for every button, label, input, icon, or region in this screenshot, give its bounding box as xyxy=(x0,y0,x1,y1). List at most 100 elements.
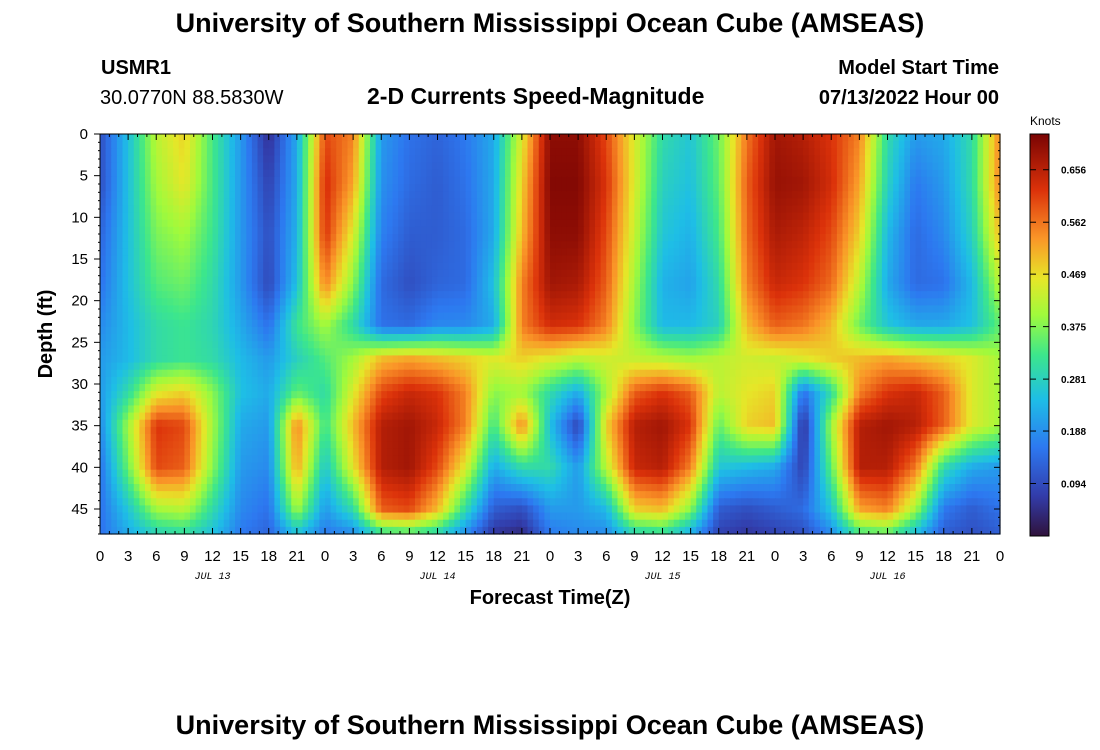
heatmap-cell xyxy=(521,148,529,157)
heatmap-cell xyxy=(668,169,675,178)
heatmap-cell xyxy=(971,276,979,285)
heatmap-cell xyxy=(763,134,770,142)
heatmap-cell xyxy=(994,169,1001,178)
heatmap-cell xyxy=(116,262,124,271)
heatmap-cell xyxy=(910,212,917,221)
heatmap-cell xyxy=(853,291,860,299)
heatmap-cell xyxy=(820,334,827,342)
heatmap-cell xyxy=(398,191,405,199)
heatmap-cell xyxy=(527,191,534,199)
heatmap-cell xyxy=(589,176,596,185)
heatmap-cell xyxy=(398,226,405,235)
heatmap-cell xyxy=(623,176,630,185)
heatmap-cell xyxy=(870,198,877,207)
heatmap-cell xyxy=(724,284,731,292)
heatmap-cell xyxy=(966,184,973,192)
heatmap-cell xyxy=(128,241,135,249)
heatmap-cell xyxy=(926,298,934,307)
heatmap-cell xyxy=(370,334,377,342)
heatmap-cell xyxy=(375,219,382,228)
heatmap-cell xyxy=(206,348,214,357)
heatmap-cell xyxy=(876,248,883,257)
heatmap-cell xyxy=(791,341,799,349)
heatmap-cell xyxy=(713,191,720,199)
heatmap-cell xyxy=(724,276,731,285)
heatmap-cell xyxy=(865,305,872,314)
heatmap-cell xyxy=(628,205,635,214)
heatmap-cell xyxy=(566,219,574,228)
heatmap-cell xyxy=(910,276,917,285)
heatmap-cell xyxy=(786,212,793,221)
heatmap-cell xyxy=(707,212,714,221)
heatmap-cell xyxy=(263,305,270,314)
heatmap-cell xyxy=(803,255,810,264)
heatmap-cell xyxy=(392,348,399,357)
heatmap-cell xyxy=(803,348,810,357)
heatmap-cell xyxy=(510,184,517,192)
heatmap-cell xyxy=(341,341,349,349)
heatmap-cell xyxy=(583,155,590,164)
heatmap-cell xyxy=(133,348,140,357)
heatmap-cell xyxy=(291,226,298,235)
heatmap-cell xyxy=(341,319,349,328)
heatmap-cell xyxy=(538,276,545,285)
heatmap-cell xyxy=(510,234,517,242)
heatmap-cell xyxy=(550,176,557,185)
heatmap-cell xyxy=(229,334,236,342)
heatmap-cell xyxy=(645,348,652,357)
heatmap-cell xyxy=(741,162,748,171)
heatmap-cell xyxy=(668,155,675,164)
heatmap-cell xyxy=(291,341,298,349)
heatmap-cell xyxy=(313,312,320,321)
heatmap-cell xyxy=(240,234,247,242)
heatmap-cell xyxy=(915,219,922,228)
heatmap-cell xyxy=(572,276,579,285)
heatmap-cell xyxy=(280,348,287,357)
heatmap-cell xyxy=(190,191,197,199)
heatmap-cell xyxy=(544,298,551,307)
heatmap-cell xyxy=(409,341,416,349)
heatmap-cell xyxy=(336,205,343,214)
heatmap-cell xyxy=(173,205,180,214)
heatmap-cell xyxy=(589,155,596,164)
heatmap-cell xyxy=(471,269,478,278)
heatmap-cell xyxy=(949,319,956,328)
heatmap-cell xyxy=(246,234,253,242)
heatmap-cell xyxy=(836,241,844,249)
heatmap-cell xyxy=(628,262,635,271)
heatmap-cell xyxy=(218,262,225,271)
heatmap-cell xyxy=(184,148,191,157)
heatmap-cell xyxy=(454,205,461,214)
heatmap-cell xyxy=(859,219,866,228)
heatmap-cell xyxy=(274,262,281,271)
heatmap-cell xyxy=(713,141,720,149)
heatmap-cell xyxy=(566,319,574,328)
heatmap-cell xyxy=(685,176,692,185)
heatmap-cell xyxy=(600,334,607,342)
heatmap-cell xyxy=(634,305,641,314)
heatmap-cell xyxy=(488,155,495,164)
heatmap-cell xyxy=(780,269,787,278)
heatmap-cell xyxy=(190,226,197,235)
heatmap-cell xyxy=(325,291,332,299)
heatmap-cell xyxy=(589,262,596,271)
heatmap-cell xyxy=(673,255,680,264)
heatmap-cell xyxy=(178,305,185,314)
heatmap-cell xyxy=(448,348,455,357)
heatmap-cell xyxy=(881,326,889,335)
heatmap-cell xyxy=(476,334,484,342)
heatmap-cell xyxy=(983,348,990,357)
heatmap-cell xyxy=(510,291,517,299)
heatmap-cell xyxy=(640,255,647,264)
heatmap-cell xyxy=(398,169,405,178)
heatmap-cell xyxy=(955,255,962,264)
heatmap-cell xyxy=(910,248,917,257)
heatmap-cell xyxy=(848,184,855,192)
heatmap-cell xyxy=(842,284,849,292)
heatmap-cell xyxy=(977,219,984,228)
heatmap-cell xyxy=(145,269,152,278)
heatmap-cell xyxy=(820,184,827,192)
heatmap-cell xyxy=(178,291,185,299)
heatmap-cell xyxy=(381,248,388,257)
heatmap-cell xyxy=(538,169,545,178)
